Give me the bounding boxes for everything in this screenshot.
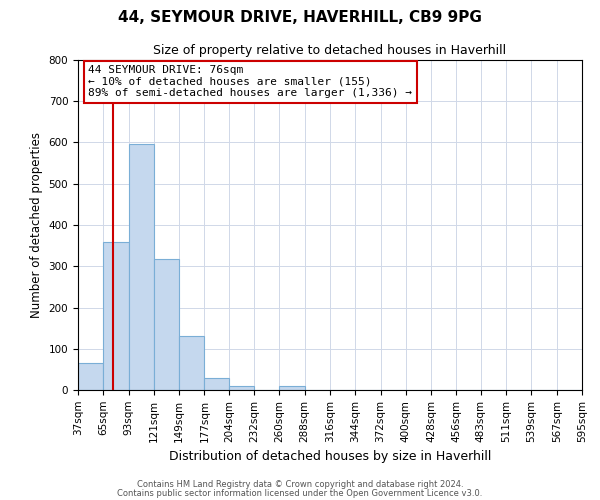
Bar bbox=[179, 336, 205, 390]
Y-axis label: Number of detached properties: Number of detached properties bbox=[30, 132, 43, 318]
Bar bbox=[78, 363, 103, 390]
Bar bbox=[154, 259, 179, 390]
Text: Contains HM Land Registry data © Crown copyright and database right 2024.: Contains HM Land Registry data © Crown c… bbox=[137, 480, 463, 489]
Bar bbox=[280, 386, 305, 390]
Text: 44, SEYMOUR DRIVE, HAVERHILL, CB9 9PG: 44, SEYMOUR DRIVE, HAVERHILL, CB9 9PG bbox=[118, 10, 482, 25]
X-axis label: Distribution of detached houses by size in Haverhill: Distribution of detached houses by size … bbox=[169, 450, 491, 463]
Title: Size of property relative to detached houses in Haverhill: Size of property relative to detached ho… bbox=[154, 44, 506, 58]
Bar bbox=[103, 242, 128, 390]
Text: 44 SEYMOUR DRIVE: 76sqm
← 10% of detached houses are smaller (155)
89% of semi-d: 44 SEYMOUR DRIVE: 76sqm ← 10% of detache… bbox=[88, 65, 412, 98]
Bar bbox=[205, 378, 229, 390]
Text: Contains public sector information licensed under the Open Government Licence v3: Contains public sector information licen… bbox=[118, 489, 482, 498]
Bar bbox=[128, 144, 154, 390]
Bar bbox=[229, 386, 254, 390]
